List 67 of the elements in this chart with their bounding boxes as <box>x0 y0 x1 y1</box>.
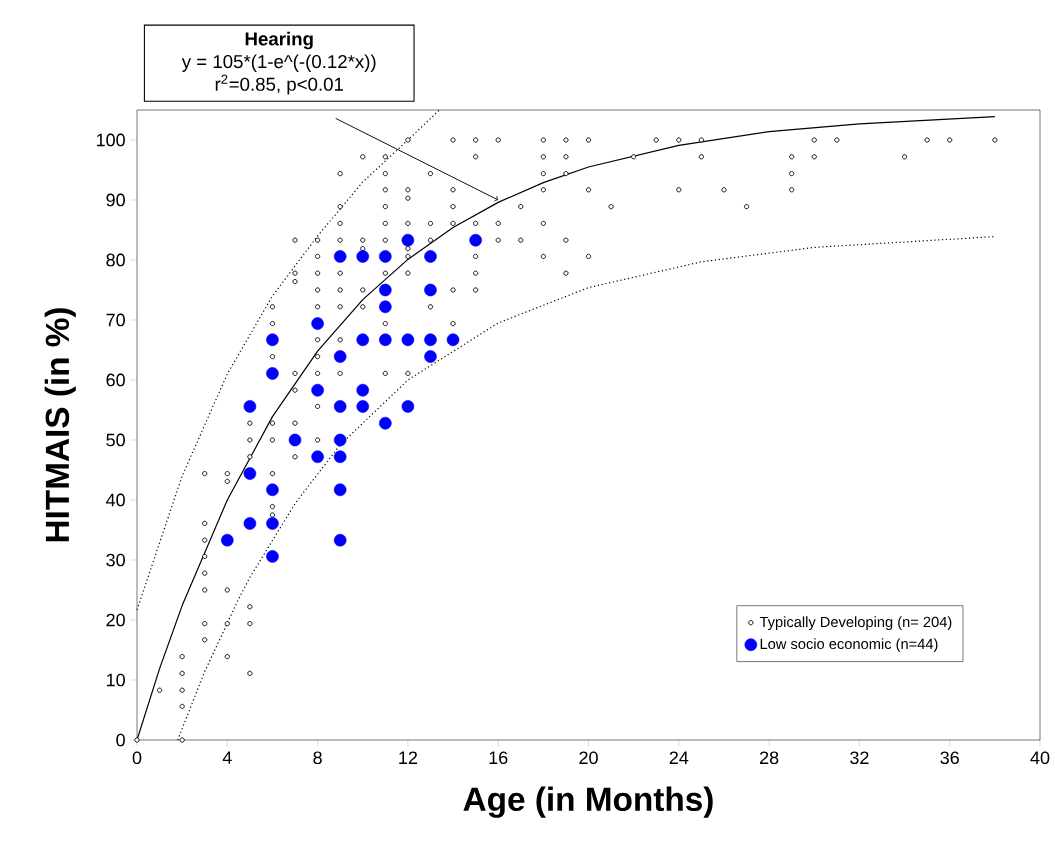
point <box>333 450 347 464</box>
point <box>356 250 370 263</box>
y-tick-label: 30 <box>106 553 125 567</box>
point <box>379 283 392 297</box>
point <box>401 333 415 347</box>
y-tick-label: 90 <box>106 193 125 207</box>
y-tick-label: 100 <box>96 133 125 147</box>
point <box>221 533 234 547</box>
annotation: r$^{2}$=0.85, p<0.01 <box>215 74 343 95</box>
x-tick-label: 4 <box>222 751 232 764</box>
point <box>266 367 279 380</box>
point <box>379 416 392 430</box>
point <box>469 233 482 247</box>
point <box>311 450 324 464</box>
point <box>333 483 347 497</box>
point <box>333 350 347 363</box>
point <box>424 333 437 347</box>
point <box>379 250 392 263</box>
legend-label: Typically Developing (n= 204) <box>759 616 952 631</box>
x-axis-title: Age (in Months) <box>463 786 713 818</box>
y-tick-label: 10 <box>106 673 125 687</box>
y-tick-label: 60 <box>106 373 125 387</box>
point <box>424 283 437 297</box>
x-tick-label: 36 <box>940 751 959 765</box>
point <box>401 400 415 413</box>
y-tick-label: 70 <box>106 313 125 327</box>
point <box>424 350 437 363</box>
point <box>288 433 302 447</box>
x-tick-label: 12 <box>399 751 418 764</box>
point <box>333 250 347 263</box>
y-axis-title: HITMAIS (in %) <box>44 308 76 542</box>
y-tick-label: 50 <box>106 433 125 447</box>
point <box>333 400 347 413</box>
x-tick-label: 0 <box>132 751 142 765</box>
x-tick-label: 16 <box>489 751 508 765</box>
x-tick-label: 24 <box>669 751 689 764</box>
point <box>333 433 347 447</box>
x-tick-label: 28 <box>760 751 779 765</box>
x-tick-label: 20 <box>579 751 598 765</box>
legend-label: Low socio economic (n=44) <box>760 638 938 652</box>
point <box>266 333 279 347</box>
point <box>356 333 370 347</box>
point <box>333 533 347 547</box>
point <box>356 400 370 413</box>
x-tick-label: 8 <box>313 751 322 765</box>
point <box>243 400 257 413</box>
y-tick-label: 0 <box>116 733 125 747</box>
point <box>356 383 370 397</box>
x-tick-label: 32 <box>850 751 869 765</box>
point <box>243 517 257 530</box>
point <box>266 483 279 497</box>
point <box>266 517 279 530</box>
text: y = 105*(1-e^(-(0.12*x)) <box>181 54 376 72</box>
point <box>446 333 460 347</box>
y-tick-label: 20 <box>106 613 125 627</box>
y-tick-label: 80 <box>106 253 125 267</box>
point <box>401 233 415 247</box>
point <box>424 250 437 263</box>
point <box>311 383 324 397</box>
y-tick-label: 40 <box>106 493 125 507</box>
x-tick-label: 40 <box>1030 751 1050 765</box>
point <box>311 317 324 330</box>
point <box>266 550 279 563</box>
point <box>243 467 257 480</box>
point <box>379 333 392 347</box>
text: Hearing <box>245 31 313 50</box>
point <box>379 300 392 314</box>
